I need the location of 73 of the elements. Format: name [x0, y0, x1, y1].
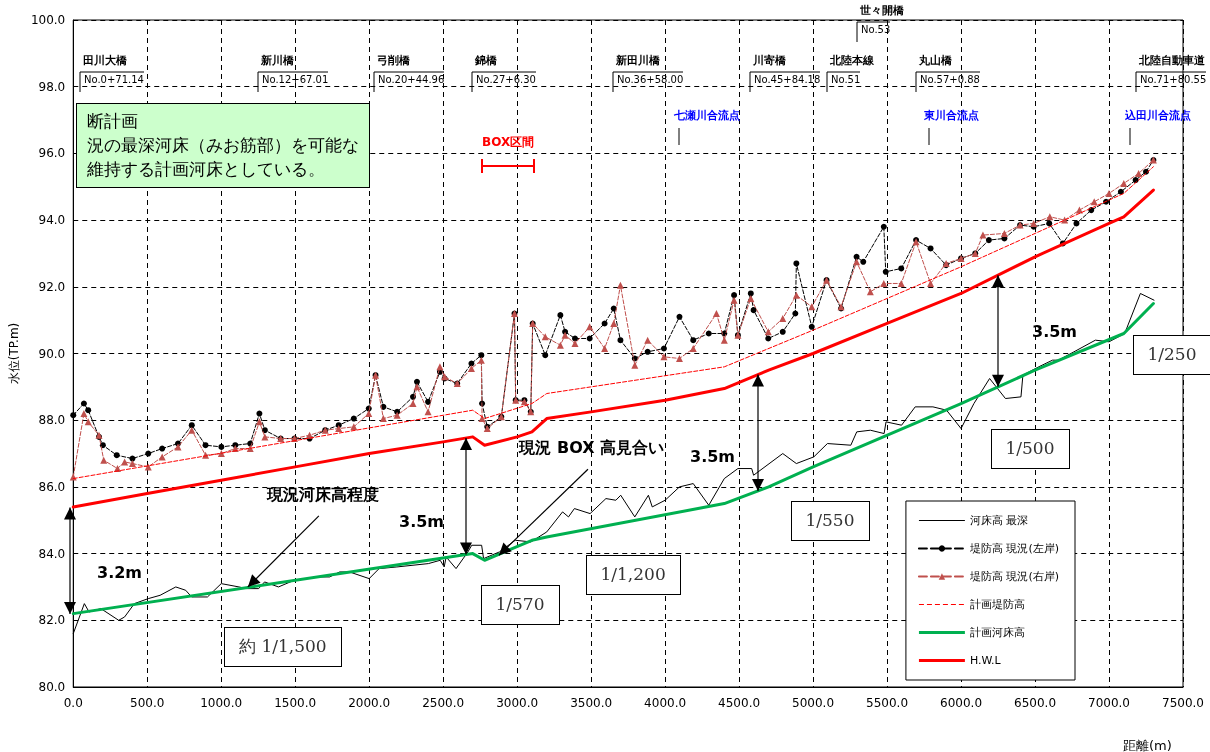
x-tick-label: 6000.0: [940, 696, 983, 710]
annotation: 込田川合流点: [1125, 109, 1191, 123]
y-tick-label: 90.0: [38, 346, 66, 361]
annotation: 1/1,200: [585, 555, 681, 595]
annotation: 況の最深河床（みお筋部）を可能な: [87, 133, 359, 157]
x-tick-label: 1000.0: [200, 696, 243, 710]
x-tick-label: 7500.0: [1162, 696, 1204, 710]
annotation: 1/550: [790, 501, 870, 541]
x-tick-label: 6500.0: [1014, 696, 1057, 710]
annotation: 北陸自動車道: [1139, 54, 1205, 68]
annotation: No.12+67.01: [262, 74, 329, 86]
annotation: 七瀬川合流点: [674, 109, 740, 123]
annotation: 田川大橋: [83, 54, 127, 68]
x-tick-label: 0.0: [63, 696, 83, 710]
y-tick-label: 94.0: [38, 213, 66, 228]
legend-label: 計画河床高: [969, 626, 1025, 639]
annotation: 約 1/1,500: [224, 627, 342, 667]
x-tick-label: 4000.0: [644, 696, 687, 710]
annotation: 錦橋: [475, 54, 497, 68]
x-tick-label: 500.0: [130, 696, 165, 710]
annotation: No.45+84.18: [754, 74, 821, 86]
legend-label: 河床高 最深: [969, 514, 1029, 527]
annotation: 3.5m: [1032, 322, 1078, 342]
annotation: No.51: [831, 74, 861, 86]
annotation: 丸山橋: [919, 54, 952, 68]
annotation: No.20+44.96: [378, 74, 445, 86]
legend-label: 計画堤防高: [969, 598, 1025, 611]
text: 世々開橋: [860, 4, 904, 18]
x-tick-label: 3000.0: [496, 696, 539, 710]
annotation: No.0+71.14: [84, 74, 144, 86]
annotation: 川寄橋: [753, 54, 786, 68]
x-tick-label: 7000.0: [1088, 696, 1131, 710]
annotation: 3.2m: [97, 563, 143, 583]
annotation: 北陸本線: [830, 54, 874, 68]
annotation: No.36+58.00: [617, 74, 684, 86]
x-tick-label: 5500.0: [866, 696, 909, 710]
x-axis-title: 距離(m): [1123, 738, 1172, 752]
y-tick-label: 86.0: [38, 479, 66, 494]
x-tick-label: 1500.0: [274, 696, 317, 710]
x-tick-label: 3500.0: [570, 696, 613, 710]
annotation: 新田川橋: [616, 54, 660, 68]
annotation: 1/570: [480, 585, 560, 625]
annotation: 弓削橋: [377, 54, 410, 68]
y-tick-label: 96.0: [38, 146, 66, 161]
y-tick-label: 82.0: [38, 613, 66, 628]
annotation: 断計画: [87, 110, 139, 133]
annotation: No.71+80.55: [1140, 74, 1207, 86]
legend-label: 堤防高 現況(右岸): [968, 570, 1060, 583]
annotation: No.53: [861, 24, 891, 36]
annotation: 現況 BOX 高見合い: [519, 438, 665, 458]
y-tick-label: 84.0: [38, 546, 66, 561]
y-tick-label: 80.0: [38, 680, 66, 694]
x-tick-label: 4500.0: [718, 696, 761, 710]
x-tick-label: 2500.0: [422, 696, 465, 710]
x-tick-label: 2000.0: [348, 696, 391, 710]
y-tick-label: 100.0: [30, 13, 66, 27]
annotation: 3.5m: [690, 447, 736, 467]
annotation: No.27+6.30: [476, 74, 536, 86]
legend-label: 堤防高 現況(左岸): [968, 542, 1060, 555]
y-tick-label: 88.0: [38, 413, 66, 428]
annotation: BOX区間: [482, 135, 535, 150]
annotation: 新川橋: [261, 54, 294, 68]
x-tick-label: 5000.0: [792, 696, 835, 710]
y-tick-label: 92.0: [38, 279, 66, 294]
annotation: 維持する計画河床としている。: [87, 157, 326, 181]
annotation: 3.5m: [399, 512, 445, 532]
annotation: No.57+0.88: [920, 74, 980, 86]
annotation: 1/250: [1132, 335, 1210, 375]
y-axis-title: 水位(TP.m): [7, 322, 21, 385]
legend-label: H.W.L: [969, 654, 1002, 667]
annotation: 1/500: [990, 429, 1070, 469]
y-tick-label: 98.0: [38, 79, 66, 94]
annotation: 東川合流点: [924, 109, 979, 123]
